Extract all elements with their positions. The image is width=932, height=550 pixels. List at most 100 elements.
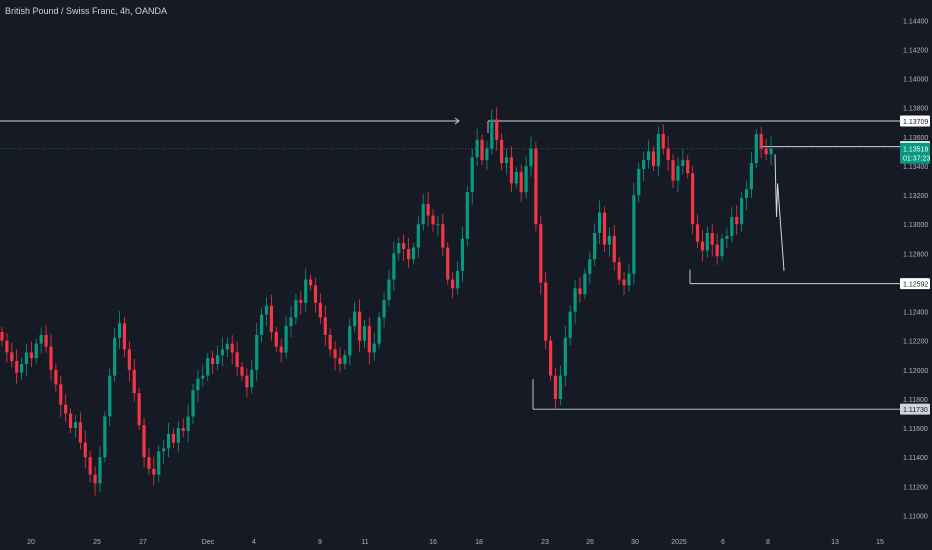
- candle-body: [171, 433, 176, 443]
- candle-body: [127, 349, 131, 370]
- candle-body: [83, 442, 87, 458]
- candle-body: [651, 151, 656, 166]
- candle-body: [686, 160, 690, 174]
- candle-body: [367, 326, 371, 353]
- candle-body: [103, 416, 107, 458]
- candle-body: [5, 340, 9, 353]
- candle-body: [465, 192, 469, 239]
- projection-drawing[interactable]: [774, 154, 785, 271]
- y-tick-label: 1.13400: [903, 164, 928, 171]
- candle-body: [117, 323, 122, 338]
- candle-body: [318, 302, 322, 318]
- candle-body: [529, 148, 533, 166]
- candle-body: [509, 157, 514, 184]
- candle-body: [544, 282, 548, 341]
- candle-body: [284, 326, 288, 353]
- candle-body: [416, 224, 420, 248]
- candle-body: [78, 422, 82, 443]
- candle-body: [24, 352, 29, 365]
- candle-body: [186, 416, 190, 431]
- candle-body: [676, 165, 680, 181]
- candle-body: [98, 457, 102, 484]
- candle-body: [294, 299, 298, 318]
- candle-body: [235, 352, 239, 367]
- candle-body: [475, 139, 479, 158]
- candle-body: [622, 279, 626, 286]
- candle-body: [431, 215, 435, 225]
- y-tick-label: 1.14400: [903, 18, 928, 25]
- candle-body: [64, 404, 68, 414]
- candle-body: [705, 232, 709, 251]
- candle-body: [460, 238, 465, 271]
- candle-body: [39, 334, 43, 344]
- x-tick-label: 2025: [671, 539, 687, 546]
- candle-body: [250, 369, 254, 388]
- candle-body: [269, 305, 273, 332]
- candle-body: [573, 288, 577, 312]
- candle-body: [264, 305, 269, 315]
- y-tick-label: 1.12400: [903, 310, 928, 317]
- candle-body: [328, 334, 332, 350]
- candle-body: [637, 168, 641, 196]
- candle-body: [0, 331, 4, 341]
- candle-body: [495, 119, 499, 140]
- candle-body: [426, 203, 430, 216]
- x-tick-label: 26: [586, 539, 594, 546]
- y-tick-label: 1.14200: [903, 48, 928, 55]
- candle-body: [436, 224, 440, 226]
- candle-body: [348, 326, 352, 356]
- y-tick-label: 1.11200: [903, 484, 928, 491]
- candle-body: [666, 148, 670, 161]
- candle-body: [44, 334, 48, 347]
- candle-body: [720, 238, 724, 257]
- horizontal-levels[interactable]: [0, 117, 900, 410]
- x-tick-label: 9: [318, 539, 322, 546]
- projection-path[interactable]: [774, 154, 785, 271]
- candle-body: [59, 384, 63, 405]
- x-tick-label: 18: [475, 539, 483, 546]
- candle-body: [162, 448, 166, 452]
- candle-body: [29, 352, 33, 359]
- candle-body: [451, 279, 455, 289]
- candle-body: [176, 428, 180, 443]
- candle-body: [578, 288, 582, 295]
- candle-body: [279, 346, 283, 353]
- candle-body: [656, 133, 660, 166]
- chart-title: British Pound / Swiss Franc, 4h, OANDA: [5, 6, 168, 16]
- candle-body: [299, 299, 303, 303]
- candle-body: [397, 243, 401, 254]
- candle-body: [10, 352, 14, 362]
- candle-body: [54, 369, 58, 385]
- candle-body: [387, 279, 391, 300]
- candle-body: [632, 195, 636, 274]
- candle-body: [519, 171, 523, 193]
- x-tick-label: 27: [139, 539, 147, 546]
- candle-body: [421, 203, 425, 225]
- candle-body: [196, 378, 200, 391]
- y-tick-label: 1.12200: [903, 339, 928, 346]
- candle-body: [313, 285, 318, 303]
- x-tick-label: 20: [27, 539, 35, 546]
- candle-body: [700, 241, 705, 251]
- candle-body: [558, 375, 562, 399]
- y-tick-label: 1.13000: [903, 222, 928, 229]
- candle-body: [715, 244, 719, 257]
- candle-body: [646, 151, 651, 161]
- y-tick-label: 1.12000: [903, 368, 928, 375]
- candle-body: [607, 235, 611, 245]
- y-tick-label: 1.11400: [903, 455, 928, 462]
- candle-body: [157, 451, 161, 475]
- candles: [0, 107, 773, 496]
- candle-body: [695, 224, 700, 242]
- candle-body: [735, 216, 739, 225]
- price-tag-bg: [900, 403, 930, 415]
- candle-body: [524, 165, 528, 193]
- candle-body: [289, 317, 293, 327]
- candle-body: [534, 148, 538, 225]
- candle-body: [514, 171, 518, 184]
- price-tag: 1.11730: [903, 407, 928, 414]
- candle-body: [470, 157, 474, 193]
- candle-body: [710, 232, 714, 245]
